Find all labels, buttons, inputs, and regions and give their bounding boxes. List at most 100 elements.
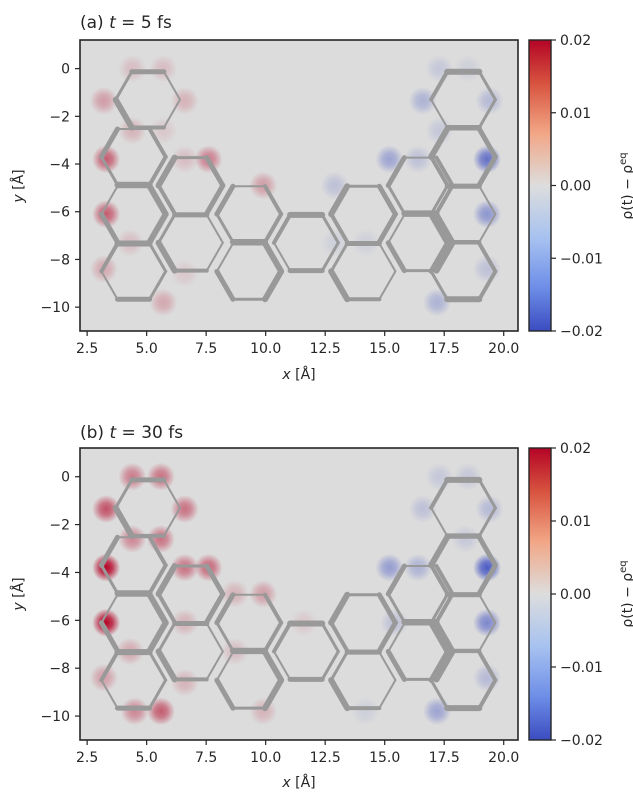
y-tick-label: −2 xyxy=(49,518,70,534)
bond-line xyxy=(477,70,497,102)
density-point xyxy=(118,54,147,83)
y-tick-label: −8 xyxy=(49,252,70,268)
colorbar-tick-label: 0.02 xyxy=(560,33,591,49)
bond-line xyxy=(147,154,168,187)
bond-line xyxy=(148,678,168,710)
x-tick-label: 10.0 xyxy=(250,750,281,766)
bond-line xyxy=(433,620,456,655)
x-tick-label: 7.5 xyxy=(195,750,217,766)
density-point xyxy=(146,462,175,491)
colorbar-tick-label: 0.00 xyxy=(560,587,591,603)
bond-line xyxy=(320,213,340,245)
bond-line xyxy=(476,562,498,596)
density-point xyxy=(120,697,149,726)
density-point xyxy=(92,553,121,582)
bond-line xyxy=(157,621,177,653)
bond-line xyxy=(147,535,168,568)
bond-line xyxy=(434,564,455,596)
bond-line xyxy=(100,679,119,710)
bond-line xyxy=(434,183,455,216)
bond-line xyxy=(434,155,455,188)
bond-line xyxy=(477,506,497,538)
x-tick-label: 2.5 xyxy=(76,750,98,766)
panel-a-y-axis-label: y [Å] xyxy=(10,169,27,203)
bond-line xyxy=(428,619,451,654)
density-point xyxy=(425,54,454,83)
bond-line xyxy=(429,678,449,710)
bond-line xyxy=(214,677,236,711)
bond-line xyxy=(376,211,398,245)
density-point xyxy=(451,524,480,553)
bond-line xyxy=(204,563,226,597)
bond-line xyxy=(385,648,407,682)
bond-line xyxy=(100,185,119,216)
panel-b-colorbar: 0.02 0.01 0.00 −0.01 −0.02 xyxy=(528,441,603,749)
panel-a-colorbar: 0.02 0.01 0.00 −0.01 −0.02 xyxy=(528,33,603,340)
bond-line xyxy=(428,649,450,683)
bond-line xyxy=(147,126,168,159)
bond-line xyxy=(263,592,284,625)
bond-line xyxy=(478,185,497,216)
bond-line xyxy=(215,621,235,653)
bond-line xyxy=(477,478,497,510)
bond-line xyxy=(156,183,177,216)
bond-line xyxy=(329,212,350,245)
bond-line xyxy=(477,269,498,302)
density-point xyxy=(118,116,147,145)
bond-line xyxy=(328,677,351,712)
bond-line xyxy=(328,591,351,626)
x-tick-label: 10.0 xyxy=(250,341,281,357)
bond-line xyxy=(476,126,498,160)
bond-line xyxy=(478,213,497,244)
bond-line xyxy=(204,155,226,188)
bond-line xyxy=(262,268,285,303)
y-tick-label: −6 xyxy=(49,205,70,221)
bond-line xyxy=(263,184,284,217)
density-point xyxy=(149,54,178,83)
bond-line xyxy=(376,183,398,217)
y-tick-label: −10 xyxy=(40,709,70,725)
bond-line xyxy=(215,242,234,273)
density-point xyxy=(170,145,199,174)
bond-line xyxy=(148,241,168,273)
plot-frame xyxy=(79,447,519,741)
bond-line xyxy=(477,241,498,274)
density-point xyxy=(170,668,199,697)
bond-line xyxy=(429,154,450,187)
bond-line xyxy=(155,563,178,597)
bond-line xyxy=(155,648,178,683)
density-point xyxy=(92,608,121,637)
bond-line xyxy=(215,651,234,682)
bond-line xyxy=(205,213,224,244)
bond-line xyxy=(99,155,119,187)
x-tick-label: 15.0 xyxy=(369,750,400,766)
bond-line xyxy=(477,98,497,130)
bond-line xyxy=(320,649,340,681)
bond-line xyxy=(146,211,169,246)
bond-line xyxy=(148,650,168,682)
bond-line xyxy=(205,650,224,681)
bond-line xyxy=(162,506,181,537)
y-tick-label: −4 xyxy=(49,157,70,173)
bond-line xyxy=(429,269,449,301)
bond-line xyxy=(385,240,407,274)
bond-line xyxy=(204,591,226,625)
bond-line xyxy=(378,651,397,682)
x-tick-label: 15.0 xyxy=(369,341,400,357)
y-tick-label: −2 xyxy=(49,109,70,125)
density-point xyxy=(170,553,199,582)
x-tick-label: 12.5 xyxy=(310,341,341,357)
bond-line xyxy=(146,183,169,218)
bond-line xyxy=(434,592,455,624)
bond-line xyxy=(146,619,169,654)
density-point xyxy=(249,697,278,726)
bond-line xyxy=(385,563,407,597)
colorbar-tick-label: −0.01 xyxy=(560,251,603,267)
bond-line xyxy=(433,239,456,274)
panel-a-plot-area: 2.5 5.0 7.5 10.0 12.5 15.0 17.5 20.0 0 −2 −4 −6 −8 −1… xyxy=(40,39,519,357)
bond-line xyxy=(320,621,340,653)
density-point xyxy=(375,145,404,174)
bond-line xyxy=(429,563,450,596)
